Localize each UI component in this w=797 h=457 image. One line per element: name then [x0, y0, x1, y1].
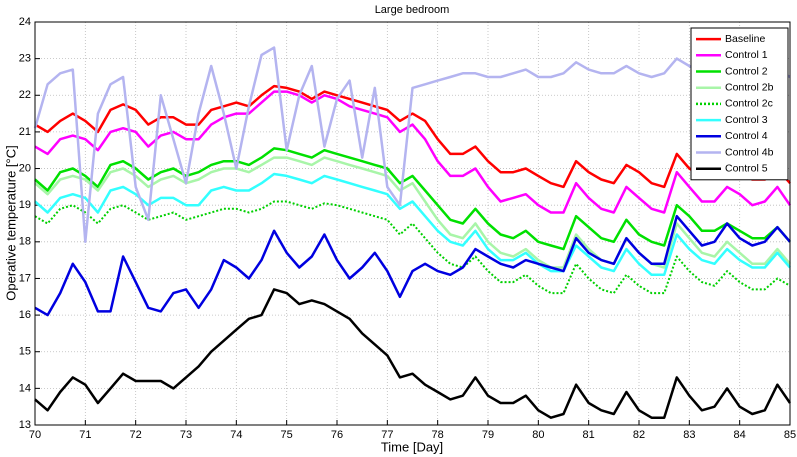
x-tick-label: 82 [633, 429, 645, 441]
plot-frame [34, 21, 791, 426]
legend-box [690, 27, 789, 181]
legend-label: Control 4 [725, 130, 768, 142]
y-tick-label: 13 [19, 419, 31, 431]
legend-label: Control 2c [725, 98, 773, 110]
x-tick-label: 85 [784, 429, 796, 441]
y-tick-label: 17 [19, 272, 31, 284]
x-tick-label: 78 [432, 429, 444, 441]
y-tick-label: 24 [19, 16, 31, 28]
series-line [34, 288, 792, 419]
x-axis-label: Time [Day] [381, 439, 443, 454]
legend-label: Control 4b [725, 146, 774, 158]
y-axis-label: Operative temperature [°C] [3, 145, 18, 301]
y-tick-label: 14 [19, 382, 31, 394]
y-tick-label: 16 [19, 309, 31, 321]
series-line [34, 214, 791, 317]
x-tick-label: 74 [230, 429, 242, 441]
x-tick-label: 71 [79, 429, 91, 441]
x-tick-label: 77 [381, 429, 393, 441]
series-line [34, 200, 791, 295]
series-line [34, 90, 792, 214]
legend-label: Control 2b [725, 81, 774, 93]
series-line [33, 46, 791, 244]
x-tick-label: 83 [683, 429, 695, 441]
x-tick-label: 75 [281, 429, 293, 441]
y-tick-label: 18 [19, 236, 31, 248]
legend-label: Baseline [725, 33, 765, 45]
chart-title: Large bedroom [375, 4, 450, 16]
series-line [34, 172, 791, 277]
legend-label: Control 1 [725, 49, 768, 61]
legend-label: Control 3 [725, 114, 768, 126]
x-tick-label: 81 [583, 429, 595, 441]
y-tick-label: 20 [19, 162, 31, 174]
x-tick-label: 84 [734, 429, 746, 441]
series-line [34, 147, 791, 251]
y-tick-label: 15 [19, 346, 31, 358]
x-tick-label: 76 [331, 429, 343, 441]
legend: Baseline Control 1 Control 2 Control 2b Cont… [690, 27, 789, 181]
x-tick-label: 80 [532, 429, 544, 441]
y-tick-label: 23 [19, 53, 31, 65]
x-tick-label: 72 [130, 429, 142, 441]
y-tick-label: 19 [19, 199, 31, 211]
y-tick-label: 21 [19, 126, 31, 138]
x-tick-label: 70 [29, 429, 41, 441]
series-line [34, 84, 791, 189]
series-line [34, 156, 791, 269]
legend-label: Control 5 [725, 162, 768, 174]
x-tick-label: 73 [180, 429, 192, 441]
legend-label: Control 2 [725, 65, 768, 77]
y-tick-label: 22 [19, 89, 31, 101]
x-tick-label: 79 [482, 429, 494, 441]
